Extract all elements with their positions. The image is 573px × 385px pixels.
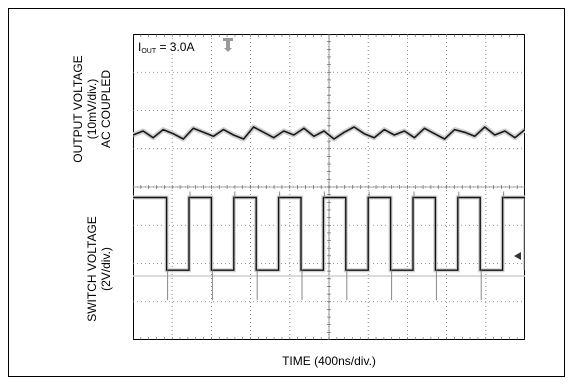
iout-prefix: I xyxy=(138,40,142,54)
ylabel-line-3: AC COUPLED xyxy=(99,69,113,149)
x-axis-label: TIME (400ns/div.) xyxy=(282,354,376,368)
grid xyxy=(133,34,525,340)
output-ripple-trace xyxy=(133,126,525,140)
iout-annotation: IOUT = 3.0A xyxy=(138,40,195,55)
iout-value: = 3.0A xyxy=(156,40,195,54)
switch-voltage-ylabel: SWITCH VOLTAGE (2V/div.) xyxy=(85,209,115,329)
oscilloscope-plot xyxy=(133,34,525,340)
traces xyxy=(133,124,525,301)
output-voltage-ylabel: OUTPUT VOLTAGE (10mV/div.) AC COUPLED xyxy=(71,39,115,179)
ylabel-line-2: (2V/div.) xyxy=(99,247,113,291)
trigger-marker-icon xyxy=(223,38,233,52)
switch-voltage-trace xyxy=(133,196,525,271)
ylabel-line-1: SWITCH VOLTAGE xyxy=(85,216,99,322)
iout-subscript: OUT xyxy=(141,48,157,55)
ylabel-line-1: OUTPUT VOLTAGE xyxy=(71,55,85,163)
chart-frame xyxy=(8,8,565,377)
ylabel-line-2: (10mV/div.) xyxy=(85,78,99,140)
level-marker-icon xyxy=(514,252,521,260)
